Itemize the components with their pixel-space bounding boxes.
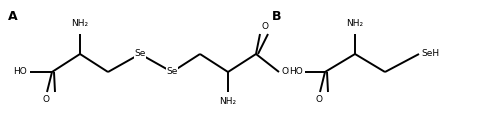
Text: Se: Se [166,68,177,76]
Text: HO: HO [289,68,303,76]
Text: SeH: SeH [421,49,439,58]
Text: O: O [316,95,322,104]
Text: NH₂: NH₂ [346,19,364,28]
Text: NH₂: NH₂ [72,19,88,28]
Text: O: O [262,22,268,31]
Text: Se: Se [134,49,145,58]
Text: A: A [8,10,18,23]
Text: B: B [272,10,281,23]
Text: HO: HO [13,68,27,76]
Text: OH: OH [281,68,295,76]
Text: NH₂: NH₂ [220,97,236,106]
Text: O: O [42,95,50,104]
